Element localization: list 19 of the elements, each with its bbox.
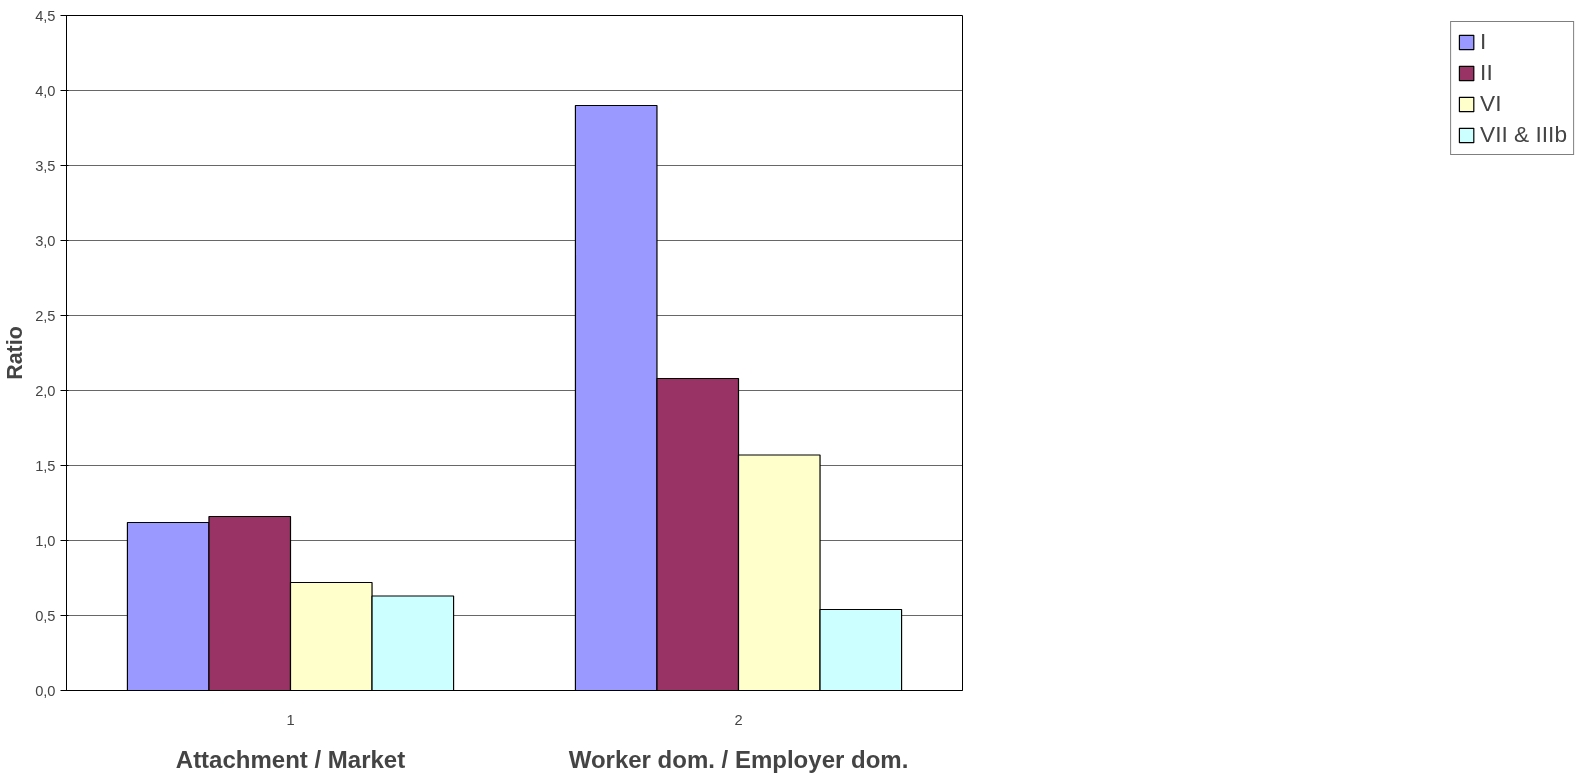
y-tick-label: 1,5 [35,457,56,474]
legend-label: II [1480,59,1494,86]
legend-label: I [1480,28,1488,55]
y-tick-label: 0,5 [35,607,56,624]
text: Attachment / Market [175,745,406,773]
x-tick-label: 1 [286,711,295,728]
y-tick-label: 4,0 [35,82,56,99]
y-tick-label: 3,0 [35,232,56,249]
legend-label: VII & IIIb [1480,121,1567,148]
y-tick-label: 4,5 [35,7,56,24]
legend-label: VI [1480,90,1502,117]
y-tick-label: 2,0 [35,382,56,399]
y-tick-label: 3,5 [35,157,56,174]
y-tick-label: 2,5 [35,307,56,324]
y-tick-label: 1,0 [35,532,56,549]
x-tick-label: 2 [734,711,743,728]
y-axis-title: Ratio [3,326,28,380]
text: Worker dom. / Employer dom. [568,745,909,773]
y-tick-label: 0,0 [35,682,56,699]
